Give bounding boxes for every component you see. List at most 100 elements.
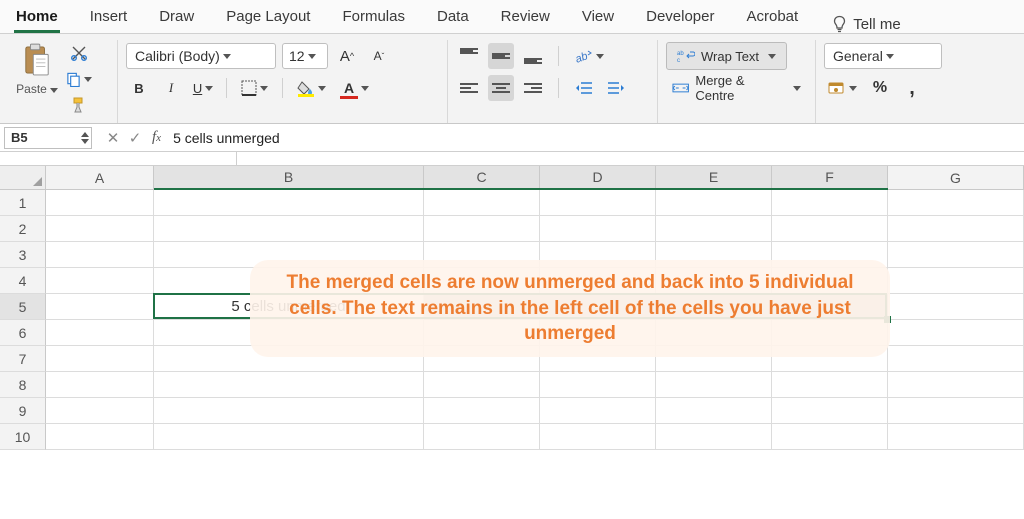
cell-A10[interactable] (46, 424, 154, 450)
cell-G2[interactable] (888, 216, 1024, 242)
cell-E1[interactable] (656, 190, 772, 216)
align-left-button[interactable] (456, 75, 482, 101)
row-header-8[interactable]: 8 (0, 372, 46, 398)
cell-E2[interactable] (656, 216, 772, 242)
fx-button[interactable]: fx (152, 129, 161, 146)
cell-G3[interactable] (888, 242, 1024, 268)
cell-D2[interactable] (540, 216, 656, 242)
format-painter-button[interactable] (66, 94, 92, 116)
borders-button[interactable] (237, 75, 272, 101)
cell-A3[interactable] (46, 242, 154, 268)
merge-centre-button[interactable]: Merge & Centre (666, 75, 807, 101)
cell-B1[interactable] (154, 190, 424, 216)
cell-F2[interactable] (772, 216, 888, 242)
tab-acrobat[interactable]: Acrobat (744, 2, 800, 33)
row-header-7[interactable]: 7 (0, 346, 46, 372)
cell-C1[interactable] (424, 190, 540, 216)
bold-button[interactable]: B (126, 75, 152, 101)
comma-button[interactable]: , (899, 75, 925, 101)
cell-G7[interactable] (888, 346, 1024, 372)
font-size-select[interactable]: 12 (282, 43, 328, 69)
cell-D1[interactable] (540, 190, 656, 216)
cell-B2[interactable] (154, 216, 424, 242)
cell-A4[interactable] (46, 268, 154, 294)
cell-G1[interactable] (888, 190, 1024, 216)
decrease-indent-button[interactable] (571, 75, 597, 101)
align-middle-button[interactable] (488, 43, 514, 69)
cell-C9[interactable] (424, 398, 540, 424)
row-header-5[interactable]: 5 (0, 294, 46, 320)
accounting-format-button[interactable] (824, 75, 861, 101)
row-header-9[interactable]: 9 (0, 398, 46, 424)
cut-button[interactable] (66, 42, 92, 64)
tab-insert[interactable]: Insert (88, 2, 130, 33)
tab-view[interactable]: View (580, 2, 616, 33)
wrap-text-button[interactable]: abc Wrap Text (666, 42, 787, 70)
col-header-A[interactable]: A (46, 166, 154, 189)
name-box[interactable]: B5 (4, 127, 92, 149)
cell-G9[interactable] (888, 398, 1024, 424)
cell-E8[interactable] (656, 372, 772, 398)
cell-G6[interactable] (888, 320, 1024, 346)
align-right-button[interactable] (520, 75, 546, 101)
cell-G8[interactable] (888, 372, 1024, 398)
tab-review[interactable]: Review (499, 2, 552, 33)
number-format-select[interactable]: General (824, 43, 942, 69)
cell-G10[interactable] (888, 424, 1024, 450)
col-header-F[interactable]: F (772, 166, 888, 190)
cell-F9[interactable] (772, 398, 888, 424)
tab-developer[interactable]: Developer (644, 2, 716, 33)
cell-C2[interactable] (424, 216, 540, 242)
cell-A6[interactable] (46, 320, 154, 346)
worksheet[interactable]: ABCDEFG The merged cells are now unmerge… (0, 166, 1024, 450)
cell-A2[interactable] (46, 216, 154, 242)
row-header-3[interactable]: 3 (0, 242, 46, 268)
enter-formula-button[interactable]: ✓ (124, 129, 146, 147)
align-top-button[interactable] (456, 43, 482, 69)
decrease-font-button[interactable]: Aˇ (366, 43, 392, 69)
cell-F8[interactable] (772, 372, 888, 398)
cell-F10[interactable] (772, 424, 888, 450)
orientation-button[interactable]: ab (571, 43, 608, 69)
cell-A5[interactable] (46, 294, 154, 320)
increase-font-button[interactable]: A^ (334, 43, 360, 69)
col-header-D[interactable]: D (540, 166, 656, 190)
align-center-button[interactable] (488, 75, 514, 101)
formula-input[interactable]: 5 cells unmerged (167, 130, 1024, 146)
cell-G4[interactable] (888, 268, 1024, 294)
tab-data[interactable]: Data (435, 2, 471, 33)
row-header-1[interactable]: 1 (0, 190, 46, 216)
font-name-select[interactable]: Calibri (Body) (126, 43, 276, 69)
tab-home[interactable]: Home (14, 2, 60, 33)
copy-button[interactable] (66, 68, 92, 90)
grid-body[interactable]: The merged cells are now unmerged and ba… (0, 190, 1024, 450)
cell-G5[interactable] (888, 294, 1024, 320)
row-header-4[interactable]: 4 (0, 268, 46, 294)
cell-B10[interactable] (154, 424, 424, 450)
col-header-B[interactable]: B (154, 166, 424, 190)
paste-label[interactable]: Paste (14, 82, 60, 96)
underline-button[interactable]: U (190, 75, 216, 101)
cell-C8[interactable] (424, 372, 540, 398)
cell-F1[interactable] (772, 190, 888, 216)
row-header-2[interactable]: 2 (0, 216, 46, 242)
row-header-6[interactable]: 6 (0, 320, 46, 346)
tab-formulas[interactable]: Formulas (340, 2, 407, 33)
cell-A1[interactable] (46, 190, 154, 216)
cancel-formula-button[interactable]: ✕ (102, 129, 124, 147)
col-header-E[interactable]: E (656, 166, 772, 190)
cell-C10[interactable] (424, 424, 540, 450)
select-all-corner[interactable] (0, 166, 46, 189)
cell-D9[interactable] (540, 398, 656, 424)
fill-color-button[interactable] (293, 75, 330, 101)
row-header-10[interactable]: 10 (0, 424, 46, 450)
cell-D8[interactable] (540, 372, 656, 398)
tab-draw[interactable]: Draw (157, 2, 196, 33)
cell-A8[interactable] (46, 372, 154, 398)
cell-A7[interactable] (46, 346, 154, 372)
name-box-spinners[interactable] (81, 132, 89, 144)
tell-me[interactable]: Tell me (832, 15, 901, 33)
col-header-G[interactable]: G (888, 166, 1024, 189)
col-header-C[interactable]: C (424, 166, 540, 190)
cell-B9[interactable] (154, 398, 424, 424)
